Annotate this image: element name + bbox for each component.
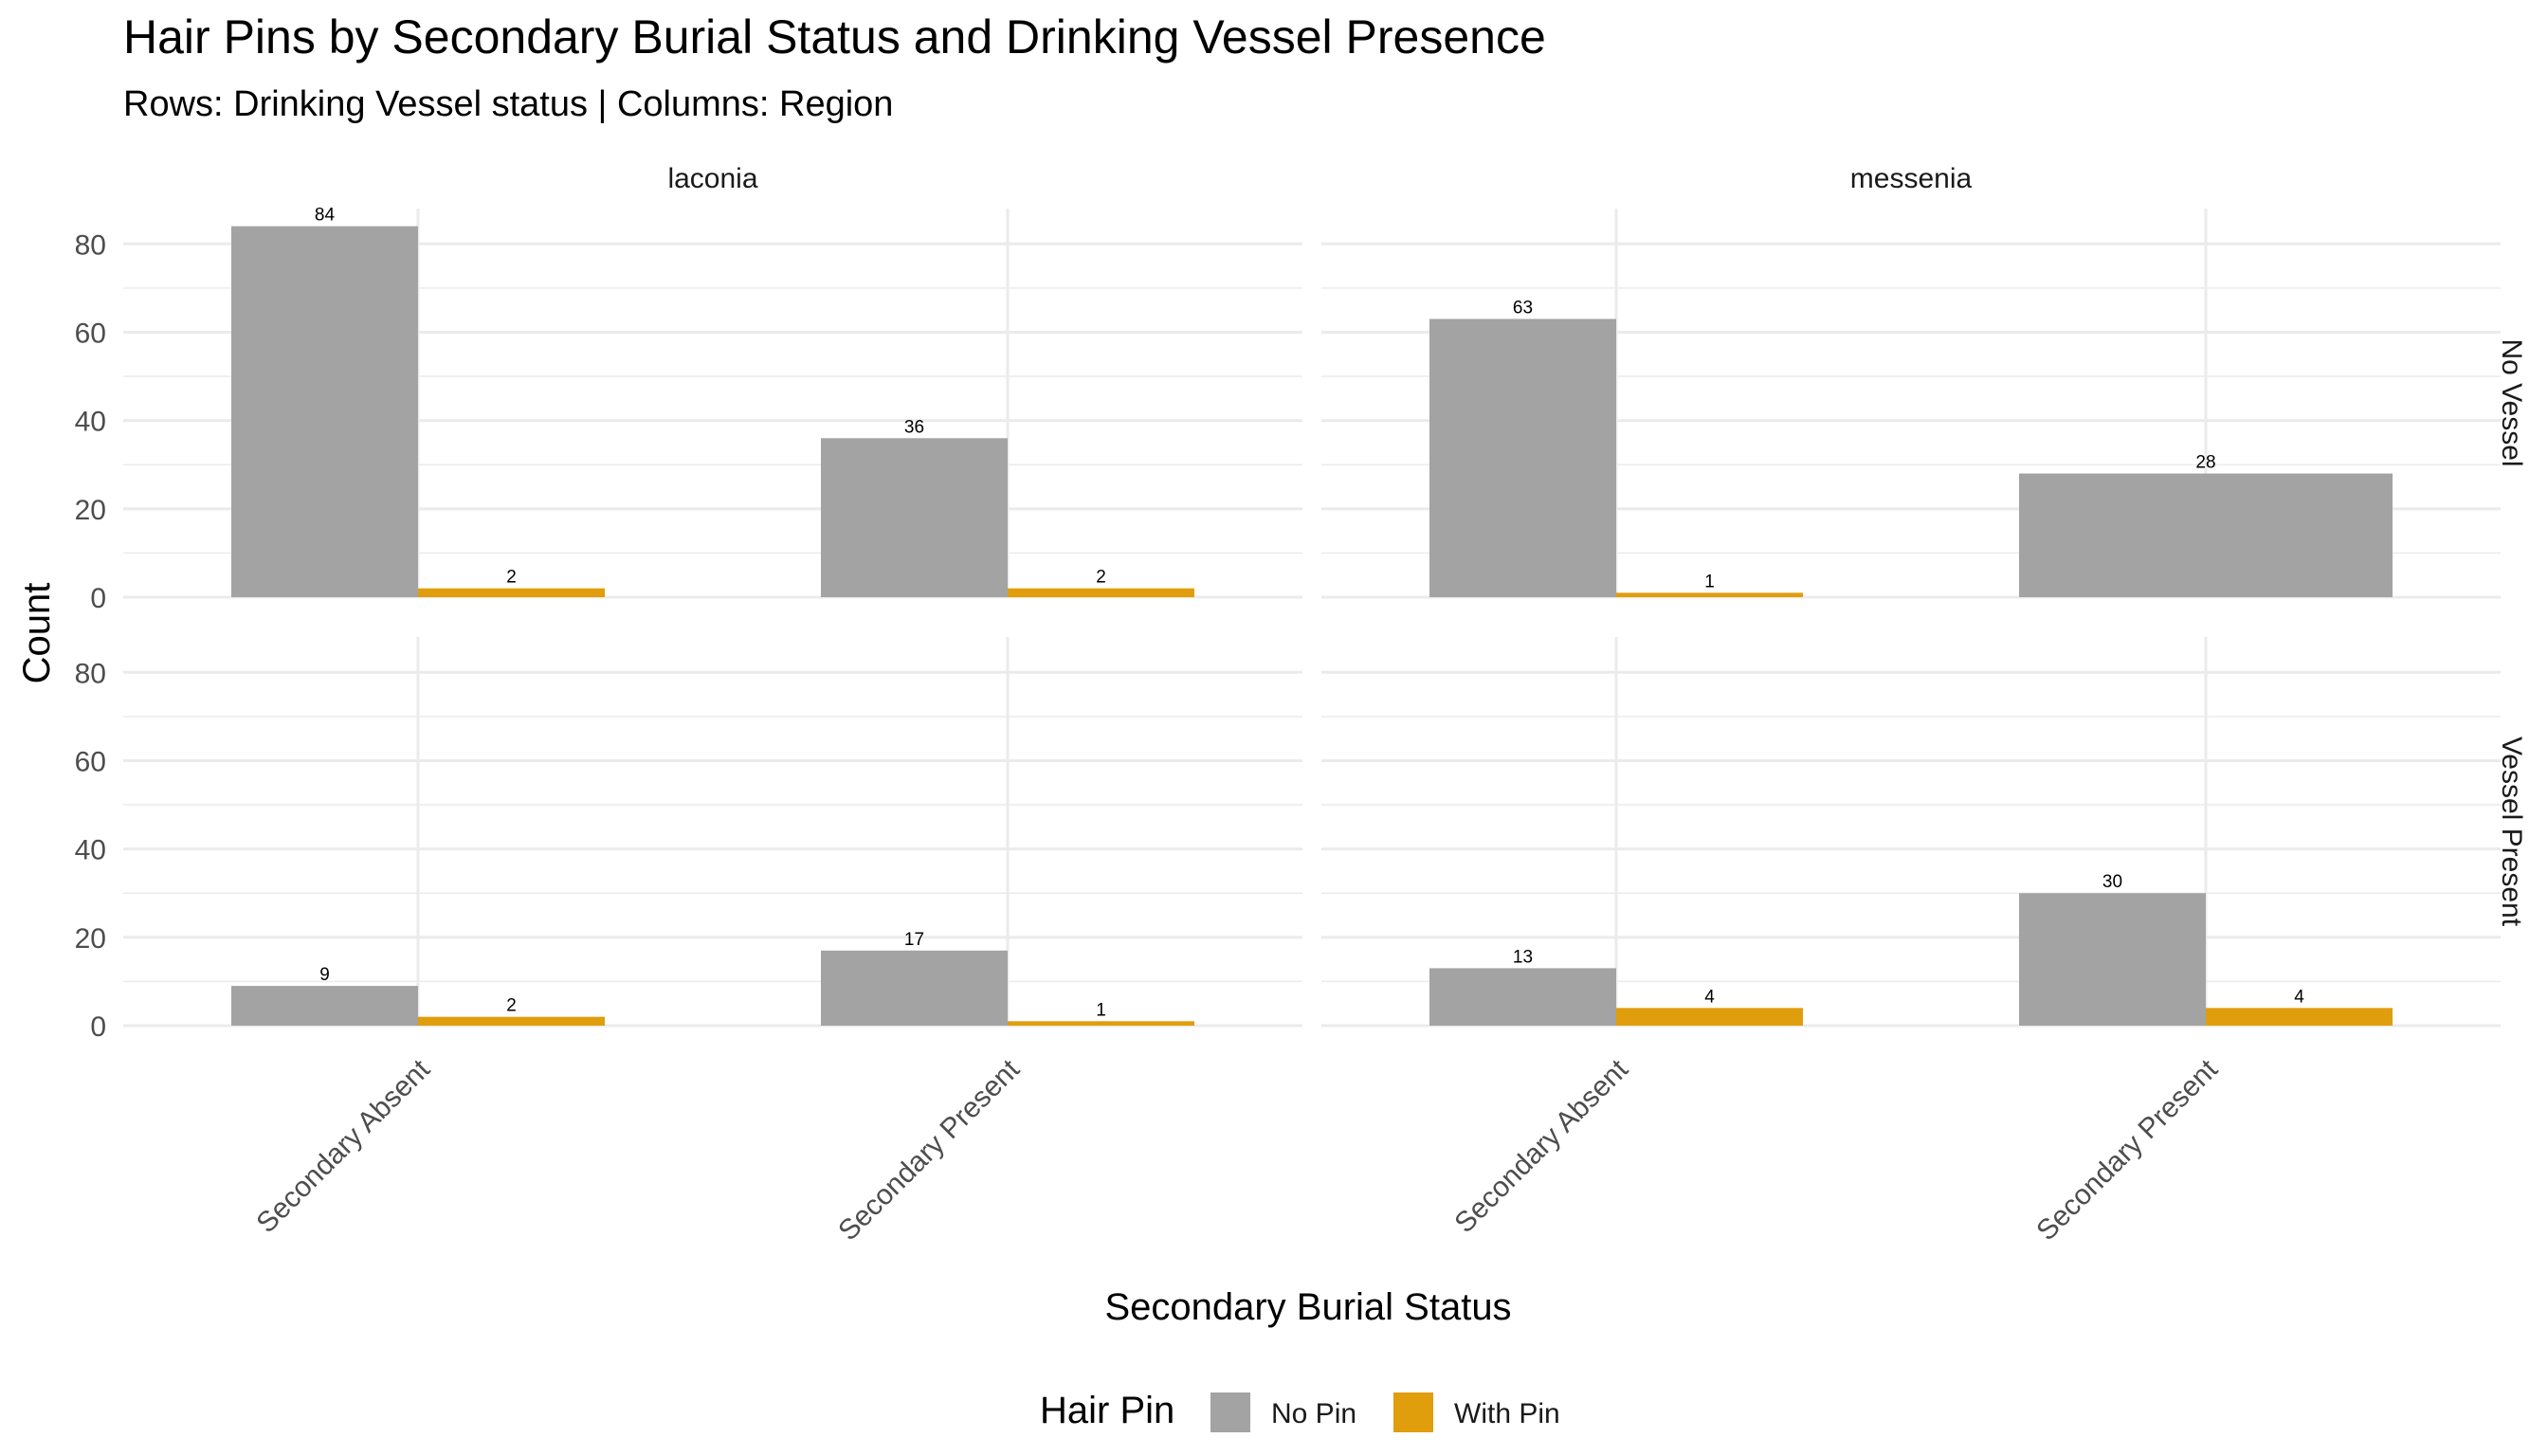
x-tick-label: Secondary Absent: [1448, 1053, 1634, 1239]
bar-no-pin-secondary-present: [2019, 473, 2393, 597]
bar-no-pin-secondary-absent: [231, 986, 418, 1026]
legend: Hair Pin No Pin With Pin: [1040, 1390, 1560, 1432]
panels: laconia messenia No Vessel Vessel Present 84…: [123, 163, 2527, 1028]
data-label: 4: [2294, 987, 2304, 1007]
data-label: 30: [2102, 872, 2122, 892]
bar-no-pin-secondary-absent: [1429, 318, 1616, 597]
data-label: 1: [1096, 1000, 1106, 1020]
data-label: 9: [319, 965, 330, 985]
bar-no-pin-secondary-absent: [1429, 968, 1616, 1026]
data-label: 17: [904, 930, 924, 950]
y-tick-label: 20: [75, 495, 106, 526]
bar-with-pin-secondary-absent: [1616, 1008, 1803, 1026]
data-label: 28: [2195, 453, 2215, 473]
chart-title: Hair Pins by Secondary Burial Status and…: [123, 10, 1546, 64]
legend-label-no-pin: No Pin: [1271, 1398, 1356, 1429]
data-label: 63: [1513, 298, 1533, 318]
y-tick-label: 0: [90, 1011, 106, 1043]
x-axis: Secondary Absent Secondary Present Seconda…: [250, 1053, 2224, 1247]
y-tick-label: 0: [90, 583, 106, 614]
bar-no-pin-secondary-present: [821, 950, 1008, 1026]
bar-no-pin-secondary-present: [2019, 893, 2206, 1026]
y-axis-title: Count: [16, 583, 58, 684]
panel-messenia-no-vessel: 63 1 28: [1321, 209, 2501, 599]
facet-label-no-vessel: No Vessel: [2496, 338, 2527, 466]
y-tick-label: 40: [75, 835, 106, 866]
y-axis: 0 20 40 60 80 0 20 40 60 80: [75, 229, 106, 1043]
x-tick-label: Secondary Present: [832, 1053, 1026, 1247]
y-tick-label: 80: [75, 658, 106, 689]
data-label: 1: [1704, 572, 1715, 592]
x-tick-label: Secondary Absent: [250, 1053, 436, 1239]
legend-swatch-with-pin: [1393, 1392, 1433, 1432]
x-axis-title: Secondary Burial Status: [1104, 1286, 1511, 1328]
y-tick-label: 60: [75, 746, 106, 777]
bar-with-pin-secondary-present: [1008, 1021, 1194, 1026]
data-label: 4: [1704, 987, 1715, 1007]
bar-with-pin-secondary-absent: [1616, 592, 1803, 597]
facet-label-laconia: laconia: [667, 163, 757, 194]
y-tick-label: 40: [75, 407, 106, 438]
x-tick-label: Secondary Present: [2030, 1053, 2224, 1247]
bar-with-pin-secondary-present: [1008, 588, 1194, 597]
chart-subtitle: Rows: Drinking Vessel status | Columns: …: [123, 84, 893, 124]
facet-label-messenia: messenia: [1850, 163, 1973, 194]
data-label: 13: [1513, 947, 1533, 967]
bar-no-pin-secondary-present: [821, 438, 1008, 597]
data-label: 36: [904, 417, 924, 437]
panel-laconia-no-vessel: 84 2 36 2: [123, 206, 1302, 599]
legend-label-with-pin: With Pin: [1454, 1398, 1560, 1429]
y-tick-label: 60: [75, 318, 106, 349]
data-label: 2: [1096, 568, 1106, 588]
legend-title: Hair Pin: [1040, 1390, 1174, 1431]
facet-label-vessel-present: Vessel Present: [2496, 737, 2527, 927]
bar-no-pin-secondary-absent: [231, 226, 418, 598]
panel-laconia-vessel-present: 9 2 17 1: [123, 637, 1302, 1028]
y-tick-label: 80: [75, 229, 106, 261]
bar-with-pin-secondary-absent: [418, 588, 605, 597]
y-tick-label: 20: [75, 923, 106, 955]
bar-with-pin-secondary-present: [2206, 1008, 2393, 1026]
legend-swatch-no-pin: [1210, 1392, 1250, 1432]
bar-with-pin-secondary-absent: [418, 1016, 605, 1026]
data-label: 2: [506, 996, 517, 1016]
panel-messenia-vessel-present: 13 4 30 4: [1321, 637, 2501, 1028]
data-label: 2: [506, 568, 517, 588]
data-label: 84: [315, 206, 336, 226]
